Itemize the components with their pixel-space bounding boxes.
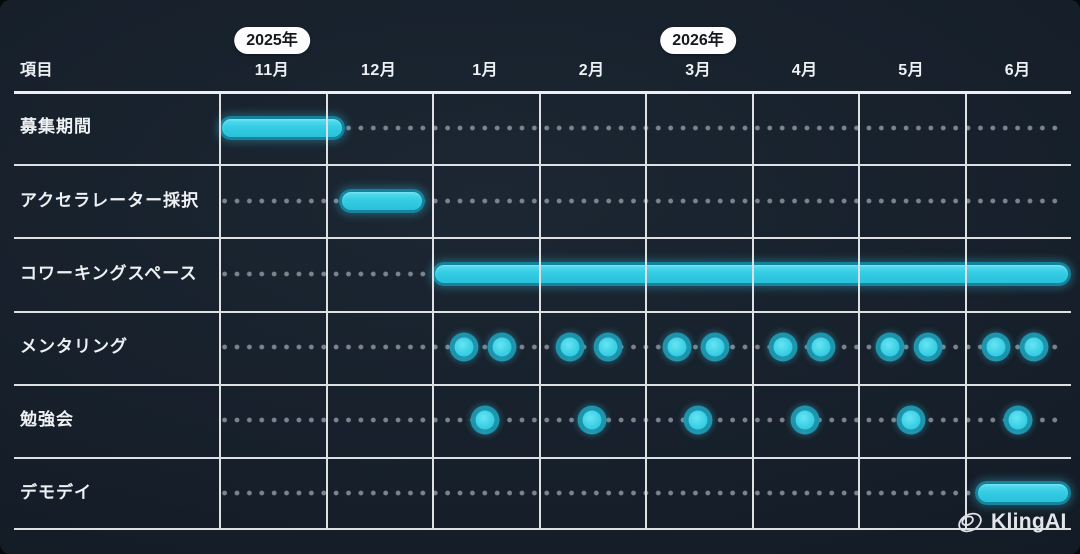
gantt-row-recruitment xyxy=(14,91,1071,164)
milestone-dot xyxy=(1019,332,1049,362)
gantt-bar xyxy=(975,481,1071,506)
grid-hline xyxy=(14,383,1071,386)
row-label-demo-day: デモデイ xyxy=(20,483,92,502)
month-label-5: 5月 xyxy=(898,62,925,79)
milestone-dot xyxy=(487,332,517,362)
row-label-coworking: コワーキングスペース xyxy=(20,264,198,283)
milestone-dot xyxy=(449,332,479,362)
milestone-dot xyxy=(700,332,730,362)
milestone-dot xyxy=(470,405,500,435)
watermark: KlingAI xyxy=(955,507,1067,537)
gantt-row-coworking xyxy=(14,237,1071,310)
leader-dotted-line xyxy=(222,344,1062,351)
month-label-12: 12月 xyxy=(361,62,397,79)
milestone-dot xyxy=(913,332,943,362)
row-label-study-session: 勉強会 xyxy=(20,410,74,429)
month-label-2: 2月 xyxy=(578,62,605,79)
grid-hline xyxy=(14,310,1071,313)
milestone-dot xyxy=(790,405,820,435)
row-label-mentoring: メンタリング xyxy=(20,337,128,356)
month-label-3: 3月 xyxy=(685,62,712,79)
leader-dotted-line xyxy=(222,417,1062,424)
milestone-dot xyxy=(768,332,798,362)
grid-hline xyxy=(14,528,1071,530)
milestone-dot xyxy=(593,332,623,362)
milestone-dot xyxy=(683,405,713,435)
year-badge-2026: 2026年 xyxy=(660,27,736,54)
gantt-row-study-session xyxy=(14,384,1071,457)
item-column-header: 項目 xyxy=(20,62,54,79)
kling-swirl-icon xyxy=(958,512,982,533)
grid-hline xyxy=(14,456,1071,459)
milestone-dot xyxy=(806,332,836,362)
year-badge-2025: 2025年 xyxy=(234,27,310,54)
gantt-bar xyxy=(219,115,345,140)
milestone-dot xyxy=(577,405,607,435)
gantt-grid xyxy=(14,91,1071,530)
milestone-dot xyxy=(896,405,926,435)
gantt-row-accelerator xyxy=(14,164,1071,237)
gantt-bar xyxy=(339,188,425,213)
leader-dotted-line xyxy=(222,197,1062,204)
milestone-dot xyxy=(555,332,585,362)
month-label-6: 6月 xyxy=(1004,62,1031,79)
grid-hline xyxy=(14,237,1071,240)
grid-hline xyxy=(14,164,1071,167)
milestone-dot xyxy=(1003,405,1033,435)
month-label-1: 1月 xyxy=(472,62,499,79)
milestone-dot xyxy=(981,332,1011,362)
gantt-row-mentoring xyxy=(14,311,1071,384)
grid-hline xyxy=(14,91,1071,94)
leader-dotted-line xyxy=(222,490,1062,497)
row-label-recruitment: 募集期間 xyxy=(20,117,92,136)
month-label-11: 11月 xyxy=(254,62,290,79)
milestone-dot xyxy=(662,332,692,362)
leader-dotted-line xyxy=(222,124,1062,131)
gantt-row-demo-day xyxy=(14,457,1071,530)
month-label-4: 4月 xyxy=(791,62,818,79)
row-label-accelerator: アクセラレーター採択 xyxy=(20,191,200,210)
watermark-label: KlingAI xyxy=(991,510,1067,533)
milestone-dot xyxy=(875,332,905,362)
